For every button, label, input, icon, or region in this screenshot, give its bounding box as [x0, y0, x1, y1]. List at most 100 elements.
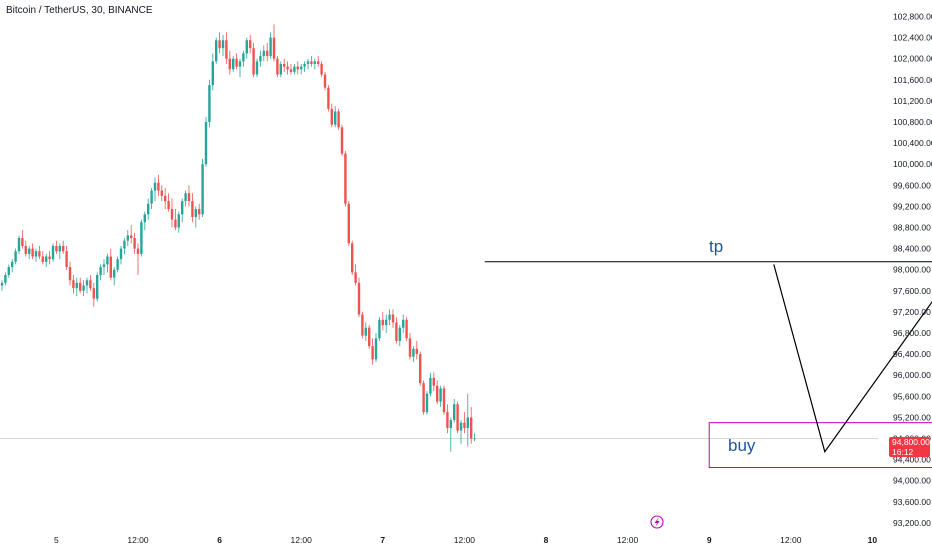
candle — [119, 245, 123, 265]
last-price-value: 94,800.00 — [892, 437, 930, 447]
candle — [473, 433, 476, 442]
candle — [153, 177, 157, 202]
y-tick-label: 100,000.00 — [893, 159, 932, 169]
candle — [422, 380, 425, 415]
candle-body — [296, 66, 299, 70]
y-tick-label: 98,400.00 — [893, 244, 931, 254]
candle-body — [198, 209, 201, 215]
candle — [286, 61, 289, 75]
candle — [4, 272, 7, 286]
candle — [279, 61, 282, 78]
candle-body — [228, 58, 231, 70]
y-tick-label: 100,800.00 — [893, 117, 932, 127]
candle-body — [378, 319, 381, 339]
candle — [439, 385, 442, 407]
candle-body — [395, 322, 398, 341]
candle — [269, 32, 272, 59]
candle — [184, 190, 187, 207]
candle-body — [470, 417, 473, 439]
buy-label: buy — [728, 436, 756, 455]
candle — [337, 108, 340, 130]
candle-body — [143, 214, 146, 223]
candle-body — [136, 248, 140, 254]
candle — [109, 248, 112, 281]
y-axis: 102,800.00 102,400.00 102,000.00 101,600.00… — [893, 12, 932, 528]
candle-body — [381, 319, 384, 326]
candle — [242, 50, 245, 67]
candle — [459, 420, 463, 444]
candle — [174, 209, 177, 231]
lightning-icon[interactable] — [650, 515, 664, 529]
lightning-icon-ring — [650, 515, 664, 529]
candle — [221, 34, 225, 57]
candle — [313, 58, 316, 70]
candle — [215, 37, 218, 64]
x-axis: 5 12:00 6 12:00 7 12:00 8 12:00 9 12:00 10 — [54, 535, 877, 545]
candle-body — [323, 74, 327, 88]
candle — [245, 37, 248, 59]
candle — [160, 185, 163, 202]
x-tick-label: 7 — [380, 535, 385, 545]
y-tick-label: 97,600.00 — [893, 286, 931, 296]
y-tick-label: 98,000.00 — [893, 265, 931, 275]
candle — [283, 58, 286, 72]
candle-body — [249, 40, 252, 49]
candle — [293, 63, 296, 75]
candle — [347, 201, 350, 246]
candle — [65, 245, 68, 270]
annotations: tp buy — [484, 237, 932, 469]
candle-body — [51, 245, 55, 260]
candle — [143, 211, 146, 231]
y-tick-label: 99,600.00 — [893, 180, 931, 190]
candle-body — [354, 272, 357, 283]
candle-body — [41, 256, 44, 262]
last-price-badge: 94,800.00 16:12 — [889, 437, 930, 457]
candle-body — [17, 238, 21, 252]
candle-body — [113, 269, 116, 278]
candle-body — [153, 182, 157, 191]
x-tick-label: 12:00 — [780, 535, 802, 545]
candle-body — [38, 251, 41, 257]
candle — [51, 243, 55, 262]
candle-body — [432, 377, 435, 386]
candle-body — [303, 63, 306, 67]
candles — [0, 24, 476, 452]
candle-body — [252, 48, 255, 75]
candle — [136, 243, 140, 275]
candle-body — [177, 214, 180, 228]
candle-body — [259, 56, 262, 62]
candle-body — [419, 354, 422, 384]
candle — [371, 338, 374, 365]
candle-body — [106, 256, 109, 265]
candle — [181, 198, 184, 223]
candle — [147, 198, 150, 220]
candle-body — [211, 61, 214, 86]
candle-body — [160, 190, 163, 196]
candle-body — [456, 404, 459, 431]
candle-body — [364, 327, 367, 336]
candle — [432, 372, 435, 392]
candle-body — [48, 256, 51, 260]
candle-body — [425, 393, 429, 413]
candle-body — [0, 282, 4, 286]
candle — [177, 211, 180, 233]
candle — [340, 124, 344, 157]
candle-body — [99, 267, 102, 275]
candle-body — [79, 282, 82, 291]
candle — [276, 56, 279, 78]
candle-body — [194, 209, 197, 217]
candle-body — [221, 40, 225, 49]
candle-body — [334, 111, 337, 125]
candle-body — [150, 190, 153, 204]
candle — [306, 58, 310, 70]
candle-body — [72, 280, 75, 289]
candle — [374, 333, 378, 363]
candle — [327, 85, 330, 112]
candle-body — [388, 314, 391, 320]
candle — [364, 322, 367, 341]
candle-body — [28, 248, 31, 254]
candle-body — [286, 66, 289, 70]
candle-body — [340, 127, 344, 154]
